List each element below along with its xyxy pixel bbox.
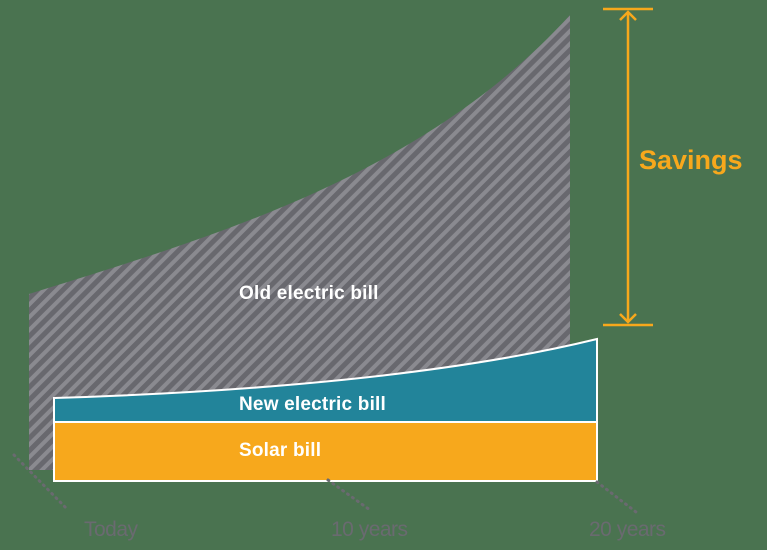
axis-tick-marks (12, 453, 638, 514)
axis-tick-10-years: 10 years (331, 518, 408, 541)
savings-bracket (603, 7, 653, 327)
savings-label: Savings (639, 145, 743, 175)
axis-tick-20-years: 20 years (589, 518, 666, 541)
solar-bill-area (53, 421, 598, 482)
old-bill-area (29, 15, 570, 470)
axis-tick-today: Today (84, 518, 138, 541)
new-bill-area (53, 337, 598, 423)
solar-bill-label: Solar bill (239, 440, 322, 461)
new-bill-label: New electric bill (239, 394, 387, 415)
old-bill-label: Old electric bill (239, 283, 379, 304)
